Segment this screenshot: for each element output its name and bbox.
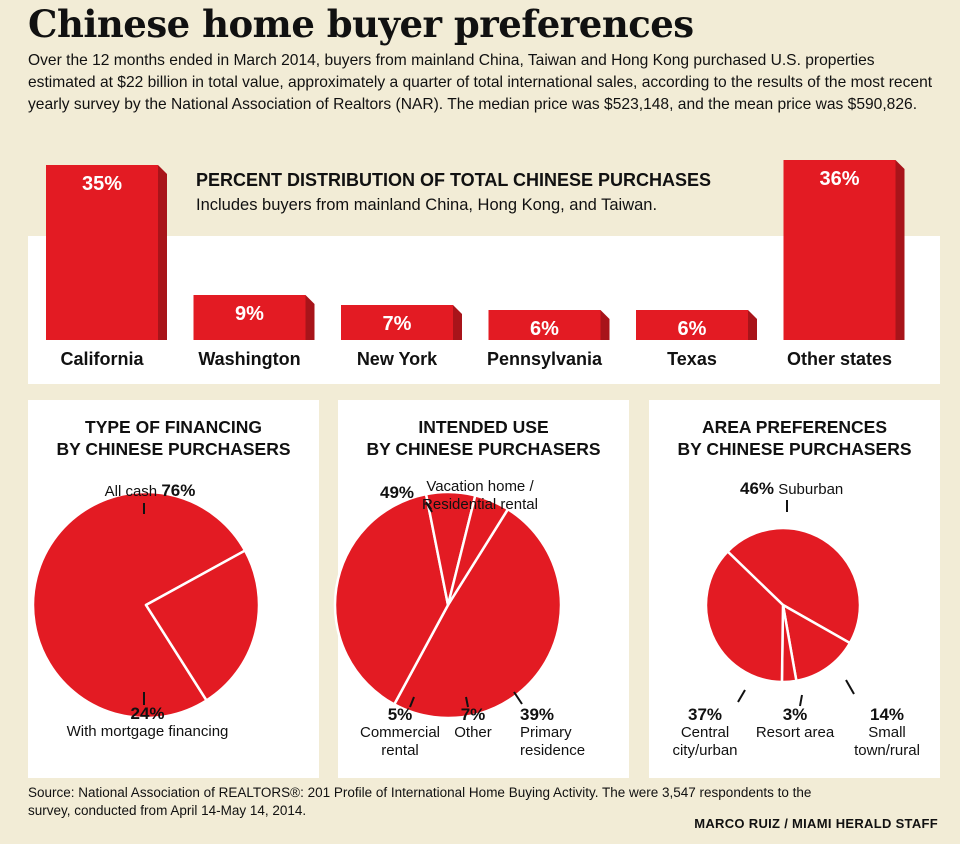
pie-title: INTENDED USE BY CHINESE PURCHASERS [338, 416, 629, 460]
label-leader-line [799, 694, 803, 707]
bar-side-pennsylvania [600, 310, 610, 340]
bar-chart-title: PERCENT DISTRIBUTION OF TOTAL CHINESE PU… [196, 170, 712, 190]
pie-slice [144, 549, 261, 702]
pie-slice-percent: 5% [387, 705, 413, 724]
pie-slice-label: 7% Other [448, 706, 498, 742]
pie-slice-percent: 39% [520, 705, 555, 724]
bar-value-label: 7% [383, 313, 412, 335]
pie-slice-percent: 76% [161, 481, 196, 500]
credit-line: MARCO RUIZ / MIAMI HERALD STAFF [694, 816, 938, 831]
label-leader-line [465, 696, 469, 708]
pie-slice-text: Suburban [778, 481, 844, 498]
bar-category-label: Pennsylvania [487, 349, 603, 369]
pie-title-line: BY CHINESE PURCHASERS [366, 439, 601, 459]
bar-new-york [341, 305, 453, 340]
pie-slice-text: Residential rental [422, 496, 538, 513]
bar-category-label: Texas [667, 349, 717, 369]
pie-slice-label: 49% Vacation home / Residential rental [380, 478, 580, 514]
source-note: Source: National Association of REALTORS… [28, 785, 812, 818]
pie-slice-label: 14% Small town/rural [842, 706, 932, 760]
bar-other-states [783, 160, 896, 340]
bar-texas [636, 310, 748, 340]
pie-slice-text: town/rural [854, 742, 920, 759]
page-title: Chinese home buyer preferences [28, 2, 694, 46]
bar-side-texas [748, 310, 757, 340]
pie-slice-percent: 49% [380, 483, 415, 502]
pie-slice-text-group: Vacation home / Residential rental [422, 478, 538, 514]
pie-slice-label: 46% Suburban [740, 480, 890, 499]
pie-slice [393, 507, 563, 720]
pie-slice-text: Primary [520, 724, 572, 741]
bar-side-california [158, 165, 167, 340]
bar-washington [193, 295, 306, 340]
pie-title-line: BY CHINESE PURCHASERS [56, 439, 291, 459]
pie-slice-percent: 14% [869, 705, 905, 724]
pie-slice-text: Resort area [755, 724, 835, 741]
bar-side-washington [305, 295, 315, 340]
pie-slice-text: Vacation home / [426, 478, 534, 495]
pie-title: AREA PREFERENCES BY CHINESE PURCHASERS [649, 416, 940, 460]
intro-text: Over the 12 months ended in March 2014, … [28, 52, 933, 113]
bar-california [46, 165, 158, 340]
label-leader-line [737, 689, 746, 703]
label-leader-line [425, 501, 433, 513]
pie-slice-label: 5% Commercial rental [355, 706, 445, 760]
pie-slice-percent: 24% [130, 704, 165, 723]
pie-slice [781, 603, 852, 683]
pie-title-line: INTENDED USE [418, 417, 549, 437]
pie-slice-label: 3% Resort area [750, 706, 840, 742]
bar-value-label: 6% [678, 318, 707, 340]
pie-slice-text: rental [381, 742, 419, 759]
pie-title: TYPE OF FINANCING BY CHINESE PURCHASERS [28, 416, 319, 460]
pie-title-line: TYPE OF FINANCING [85, 417, 262, 437]
bar-category-label: California [60, 349, 144, 369]
label-leader-line [513, 691, 523, 705]
pie-slice-percent: 7% [460, 705, 486, 724]
bar-chart-subtitle: Includes buyers from mainland China, Hon… [196, 196, 658, 214]
pie-slice-label: 24% With mortgage financing [40, 705, 255, 741]
bar-pennsylvania [488, 310, 601, 340]
bar-value-label: 6% [530, 318, 559, 340]
pie-slice [333, 492, 450, 706]
bar-value-label: 9% [235, 303, 264, 325]
bar-value-label: 36% [819, 168, 859, 190]
pie-slice-text: Other [454, 724, 492, 741]
bar-category-label: Other states [787, 349, 892, 369]
pie-slice-text: Commercial [359, 724, 440, 741]
pie-slice-text: Small [868, 724, 906, 741]
pie-slice-text: Central [680, 724, 730, 741]
pie-slice-label: 37% Central city/urban [660, 706, 750, 760]
pie-slice [446, 494, 510, 607]
label-leader-line [845, 679, 855, 695]
pie-slice [704, 550, 785, 684]
pie-slice-percent: 37% [687, 705, 723, 724]
pie-slice-percent: 46% [740, 479, 775, 498]
pie-title-line: BY CHINESE PURCHASERS [677, 439, 912, 459]
pie-slice-text: city/urban [672, 742, 738, 759]
bar-value-label: 35% [82, 173, 122, 195]
bar-category-label: Washington [198, 349, 300, 369]
pie-slice-text: All cash [104, 483, 158, 500]
pie-slice-text: residence [520, 742, 586, 759]
pie-slice-label: 39% Primary residence [520, 706, 610, 760]
pie-slice [31, 490, 247, 720]
bar-category-label: New York [357, 349, 438, 369]
pie-title-line: AREA PREFERENCES [701, 417, 888, 437]
bar-chart: 35% California 9% Washington 7% New York 6% Pen… [46, 160, 905, 369]
pie-slice-percent: 3% [782, 705, 808, 724]
pie-slice-label: All cash 76% [70, 482, 230, 501]
pie-slice-text: With mortgage financing [66, 723, 229, 740]
pie-slice [726, 526, 862, 645]
bar-side-other-states [895, 160, 905, 340]
bar-side-new-york [453, 305, 462, 340]
label-leader-line [409, 696, 415, 708]
